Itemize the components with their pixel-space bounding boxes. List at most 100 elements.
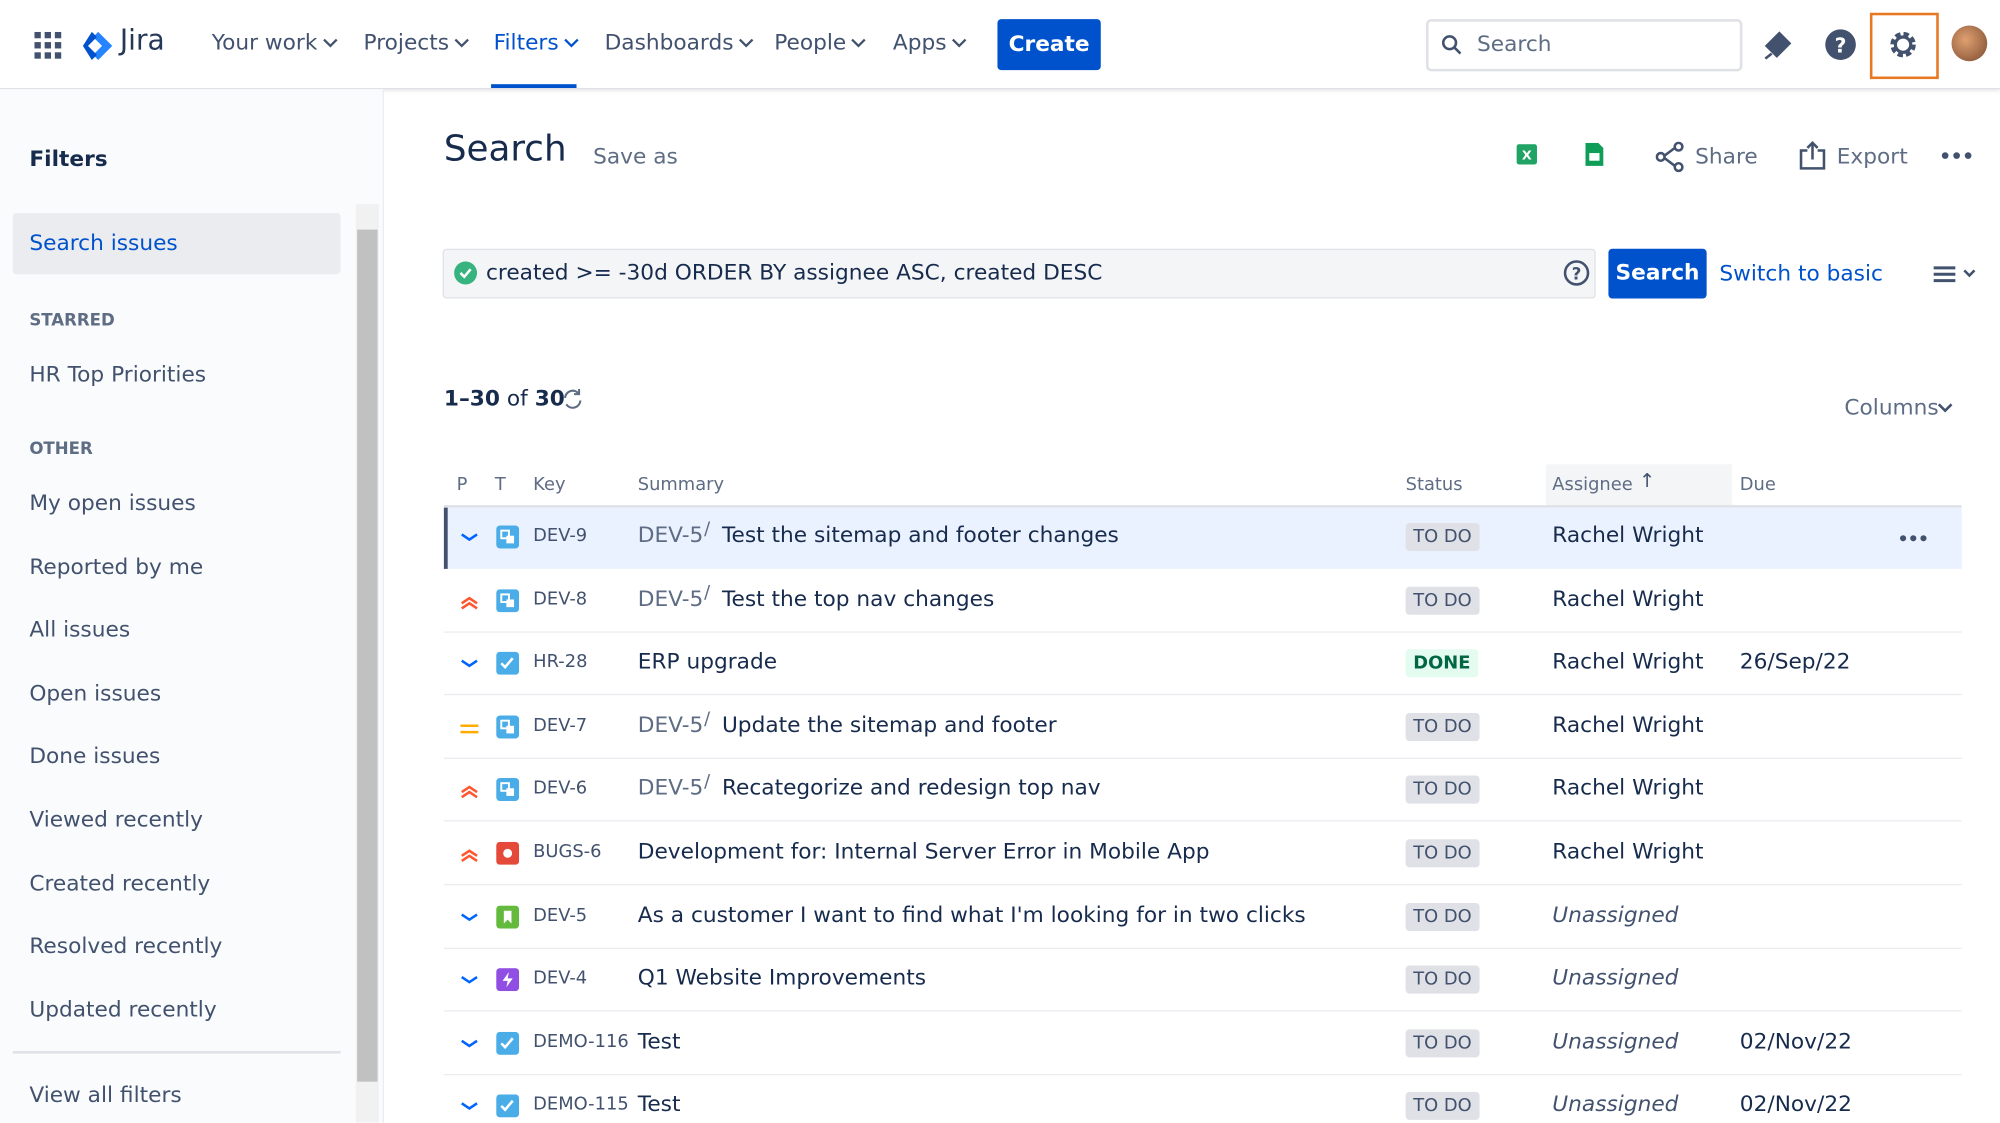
column-header[interactable]: Assignee	[1552, 474, 1633, 495]
export[interactable]: Export	[1836, 144, 1908, 170]
summary[interactable]: Test the sitemap and footer changes	[721, 522, 1119, 549]
sidebar-link[interactable]: Search issues	[29, 230, 178, 257]
export-icon[interactable]	[1798, 140, 1826, 171]
row-actions[interactable]	[1899, 533, 1927, 543]
sidebar-link[interactable]: Resolved recently	[29, 933, 223, 960]
app-switcher[interactable]	[34, 31, 62, 60]
create-button[interactable]: Create	[997, 19, 1101, 71]
status-lozenge[interactable]: TO DO	[1405, 712, 1480, 741]
status-lozenge[interactable]: TO DO	[1405, 522, 1480, 552]
issue-key[interactable]: DEV-5	[533, 905, 588, 926]
more-actions[interactable]	[1941, 151, 1974, 161]
settings[interactable]	[1886, 28, 1919, 61]
status-lozenge[interactable]: TO DO	[1405, 902, 1480, 931]
issue-key[interactable]: HR-28	[533, 652, 588, 673]
summary[interactable]: Test	[637, 1092, 681, 1118]
product-name[interactable]: Jira	[119, 25, 165, 58]
sidebar-link[interactable]: Done issues	[29, 744, 161, 770]
refresh[interactable]	[561, 388, 584, 411]
jira-logo[interactable]	[82, 29, 115, 62]
type-icon	[496, 588, 520, 612]
notifications[interactable]	[1761, 31, 1792, 62]
column-header[interactable]: T	[494, 474, 506, 495]
summary[interactable]: Test the top nav changes	[721, 586, 995, 612]
scroll-thumb[interactable]	[357, 229, 378, 1082]
columns[interactable]: Columns	[1844, 395, 1939, 421]
assignee[interactable]: Rachel Wright	[1552, 586, 1704, 612]
sidebar-link[interactable]: Open issues	[29, 680, 162, 707]
assignee[interactable]: Unassigned	[1552, 1092, 1679, 1118]
parent-key[interactable]: DEV-5	[637, 522, 704, 549]
issue-key[interactable]: DEV-4	[533, 968, 588, 989]
issue-key[interactable]: DEV-8	[533, 588, 588, 610]
nav-item[interactable]: Your work	[212, 31, 338, 56]
status-lozenge[interactable]: TO DO	[1405, 586, 1480, 615]
search-box[interactable]: Search	[1426, 19, 1743, 72]
status-lozenge[interactable]: TO DO	[1405, 1029, 1480, 1058]
column-header[interactable]: P	[456, 474, 468, 495]
assignee[interactable]: Unassigned	[1552, 965, 1679, 992]
scrollbar[interactable]	[355, 204, 379, 1123]
priority-icon	[461, 912, 478, 921]
issue-key[interactable]: DEMO-115	[533, 1094, 629, 1116]
share[interactable]: Share	[1695, 144, 1758, 170]
column-header[interactable]: Summary	[637, 474, 725, 495]
avatar[interactable]	[1951, 25, 1988, 62]
sidebar-link[interactable]: Created recently	[29, 870, 211, 897]
status-lozenge[interactable]: TO DO	[1405, 839, 1480, 868]
sidebar-link[interactable]: View all filters	[29, 1082, 182, 1109]
excel-icon[interactable]: X	[1516, 144, 1540, 167]
status-lozenge[interactable]: DONE	[1405, 649, 1479, 678]
summary[interactable]: Test	[637, 1029, 681, 1055]
parent-key[interactable]: DEV-5	[637, 586, 704, 612]
column-header[interactable]: Status	[1405, 474, 1463, 495]
search-button[interactable]: Search	[1608, 248, 1707, 299]
jql-input[interactable]	[442, 248, 1596, 299]
sidebar-link[interactable]: HR Top Priorities	[29, 362, 207, 388]
help[interactable]: ?	[1824, 28, 1857, 61]
nav-item[interactable]: Projects	[364, 31, 470, 56]
status-lozenge[interactable]: TO DO	[1405, 1092, 1480, 1121]
sort-arrow[interactable]: ↑	[1639, 469, 1656, 493]
sheets-icon[interactable]	[1585, 142, 1605, 169]
of: of	[506, 386, 528, 412]
nav-item[interactable]: People	[774, 31, 867, 56]
summary[interactable]: Q1 Website Improvements	[637, 965, 927, 992]
summary[interactable]: Recategorize and redesign top nav	[721, 776, 1101, 802]
share-icon[interactable]	[1655, 141, 1687, 173]
nav-item[interactable]: Filters	[494, 31, 579, 56]
assignee[interactable]: Unassigned	[1552, 1029, 1679, 1055]
issue-key[interactable]: DEV-7	[533, 715, 588, 736]
summary[interactable]: As a customer I want to find what I'm lo…	[637, 902, 1306, 929]
parent-key[interactable]: DEV-5	[637, 712, 704, 739]
assignee[interactable]: Rachel Wright	[1552, 712, 1704, 739]
sidebar-link[interactable]: Updated recently	[29, 997, 217, 1023]
assignee[interactable]: Rachel Wright	[1552, 649, 1704, 675]
assignee[interactable]: Rachel Wright	[1552, 522, 1704, 549]
issue-key[interactable]: DEMO-116	[533, 1031, 629, 1053]
sidebar-link[interactable]: Viewed recently	[29, 807, 203, 833]
summary[interactable]: ERP upgrade	[637, 649, 778, 675]
assignee[interactable]: Unassigned	[1552, 902, 1679, 929]
nav-item[interactable]: Dashboards	[605, 31, 754, 56]
assignee[interactable]: Rachel Wright	[1552, 839, 1704, 865]
sidebar-link[interactable]: My open issues	[29, 491, 196, 517]
summary[interactable]: Update the sitemap and footer	[721, 712, 1057, 739]
issue-key[interactable]: BUGS-6	[533, 841, 602, 863]
status-lozenge[interactable]: TO DO	[1405, 965, 1480, 994]
summary[interactable]: Development for: Internal Server Error i…	[637, 839, 1210, 865]
assignee[interactable]: Rachel Wright	[1552, 776, 1704, 802]
issue-key[interactable]: DEV-6	[533, 778, 588, 799]
parent-key[interactable]: DEV-5	[637, 776, 704, 802]
save-as[interactable]: Save as	[593, 144, 678, 170]
sidebar-link[interactable]: All issues	[29, 617, 131, 644]
nav-item[interactable]: Apps	[893, 31, 967, 56]
jql-help[interactable]: ?	[1562, 259, 1590, 287]
status-lozenge[interactable]: TO DO	[1405, 776, 1480, 805]
sidebar-link[interactable]: Reported by me	[29, 554, 204, 580]
issue-key[interactable]: DEV-9	[533, 525, 588, 546]
view-menu[interactable]	[1932, 263, 1980, 286]
column-header[interactable]: Key	[533, 474, 566, 495]
column-header[interactable]: Due	[1739, 474, 1776, 495]
switch-basic[interactable]: Switch to basic	[1719, 261, 1883, 287]
